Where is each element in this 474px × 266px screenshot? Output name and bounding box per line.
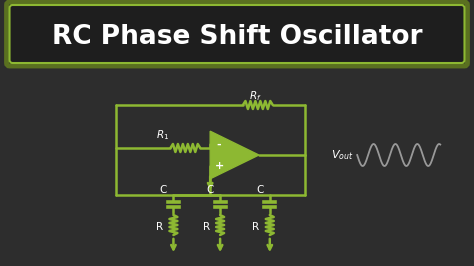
Text: $R_1$: $R_1$ bbox=[156, 128, 169, 142]
Polygon shape bbox=[210, 131, 259, 179]
Text: C: C bbox=[207, 185, 214, 195]
Text: R: R bbox=[252, 222, 259, 232]
Text: R: R bbox=[203, 222, 210, 232]
Text: C: C bbox=[256, 185, 264, 195]
Text: $R_f$: $R_f$ bbox=[248, 89, 261, 103]
Text: R: R bbox=[156, 222, 163, 232]
Text: +: + bbox=[215, 161, 224, 171]
Text: C: C bbox=[160, 185, 167, 195]
FancyBboxPatch shape bbox=[7, 2, 467, 66]
Text: -: - bbox=[217, 139, 221, 149]
Text: RC Phase Shift Oscillator: RC Phase Shift Oscillator bbox=[52, 24, 422, 50]
Text: $V_{out}$: $V_{out}$ bbox=[331, 148, 354, 162]
